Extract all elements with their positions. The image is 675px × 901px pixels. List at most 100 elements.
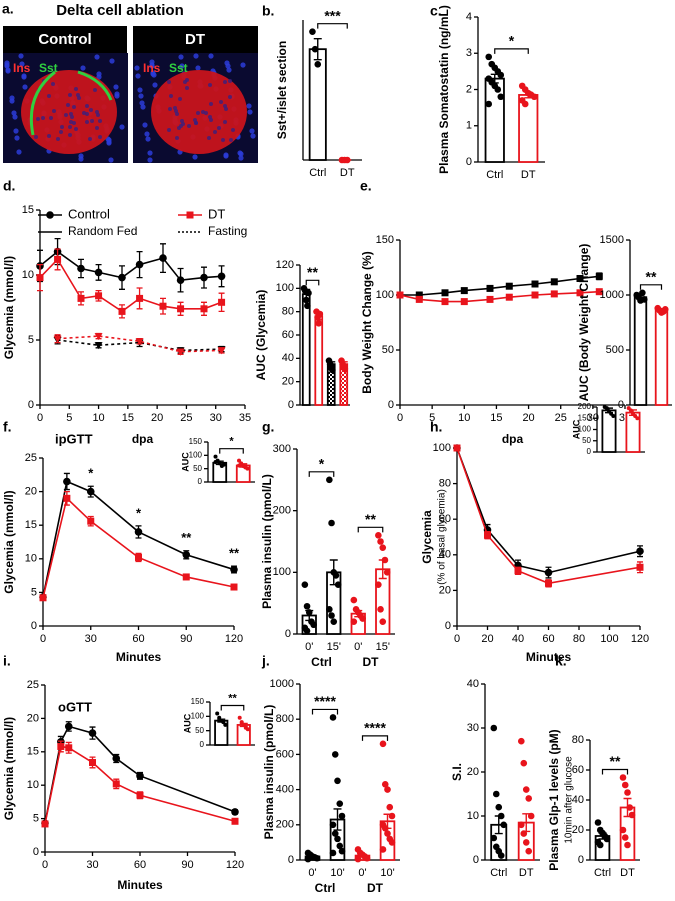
y-tick-label: 200 bbox=[276, 819, 294, 831]
panel-label: g. bbox=[262, 419, 274, 435]
bar bbox=[633, 296, 648, 406]
error-bar bbox=[629, 409, 637, 417]
data-point bbox=[379, 544, 387, 551]
y-tick-label: 100 bbox=[189, 450, 203, 459]
x-tick-label: 0 bbox=[42, 859, 48, 871]
islet-nucleus bbox=[41, 116, 45, 120]
data-point bbox=[379, 618, 387, 625]
marker bbox=[230, 565, 238, 574]
nucleus bbox=[94, 54, 100, 60]
marker bbox=[182, 573, 190, 581]
error-bar bbox=[358, 854, 367, 858]
x-tick-label: 0' bbox=[354, 641, 362, 653]
data-point bbox=[354, 855, 362, 863]
y-axis-label: AUC (Body Weight Change) bbox=[577, 244, 591, 402]
data-point bbox=[329, 821, 337, 829]
significance: *** bbox=[324, 7, 341, 23]
islet-nucleus bbox=[167, 128, 171, 132]
data-point bbox=[326, 476, 333, 484]
nucleus bbox=[208, 53, 214, 59]
marker bbox=[88, 729, 97, 737]
y-tick-label: 30 bbox=[467, 722, 479, 734]
marker bbox=[486, 284, 494, 292]
y-axis-label: AUC bbox=[180, 452, 190, 472]
y-axis-label: Plasma Somatostatin (ng/mL) bbox=[437, 5, 451, 174]
marker bbox=[595, 288, 603, 296]
significance-bracket bbox=[219, 448, 244, 454]
panel-label: k. bbox=[555, 653, 567, 669]
marker bbox=[94, 268, 103, 277]
marker bbox=[176, 348, 185, 356]
islet-nucleus bbox=[168, 107, 172, 111]
x-tick-label: 90 bbox=[180, 633, 192, 645]
series-line bbox=[44, 745, 236, 825]
y-axis-label: Glycemia bbox=[420, 510, 434, 564]
x-tick-label: 60 bbox=[542, 633, 554, 645]
y-tick-label: 500 bbox=[606, 344, 624, 356]
x-tick-label: 30 bbox=[86, 859, 98, 871]
marker bbox=[136, 294, 144, 302]
data-point bbox=[594, 819, 602, 826]
y-tick-label: 2 bbox=[466, 83, 472, 95]
y-axis-label: Body Weight Change (%) bbox=[360, 251, 374, 393]
islet-nucleus bbox=[207, 136, 211, 140]
significance-bracket bbox=[317, 23, 348, 29]
islet-nucleus bbox=[98, 135, 102, 139]
y-tick-label: 80 bbox=[282, 306, 294, 318]
islet-nucleus bbox=[185, 86, 189, 90]
y-tick-label: 0 bbox=[28, 399, 34, 411]
data-point bbox=[518, 737, 525, 745]
nucleus bbox=[119, 124, 125, 130]
x-tick-label: 90 bbox=[181, 859, 193, 871]
islet-nucleus bbox=[224, 107, 228, 111]
nucleus bbox=[247, 109, 253, 115]
nucleus bbox=[140, 104, 146, 110]
error-bar bbox=[327, 361, 336, 368]
data-point bbox=[328, 612, 335, 619]
marker bbox=[484, 531, 491, 539]
islet-nucleus bbox=[228, 95, 232, 99]
significance: **** bbox=[314, 693, 336, 709]
x-tick-label: DT bbox=[521, 169, 536, 181]
nucleus bbox=[137, 87, 143, 93]
y-tick-label: 0 bbox=[285, 628, 291, 640]
data-point bbox=[245, 727, 250, 732]
islet-nucleus bbox=[98, 119, 102, 123]
x-axis-label: Minutes bbox=[116, 650, 162, 664]
significance: ** bbox=[181, 530, 192, 545]
y-tick-label: 15 bbox=[27, 746, 39, 758]
significance: * bbox=[229, 436, 234, 448]
y-tick-label: 15 bbox=[22, 204, 34, 216]
marker bbox=[159, 254, 167, 262]
bar bbox=[654, 309, 669, 406]
series-line bbox=[39, 258, 222, 313]
data-point bbox=[326, 606, 333, 613]
panel-label: a. bbox=[2, 1, 14, 17]
x-tick-label: 100 bbox=[600, 633, 618, 645]
error-bar bbox=[333, 808, 342, 831]
data-point bbox=[603, 835, 611, 843]
nucleus bbox=[114, 91, 120, 97]
nucleus bbox=[246, 103, 252, 109]
marker bbox=[531, 280, 539, 288]
stain-label: Ins bbox=[143, 61, 161, 75]
panel-title: Delta cell ablation bbox=[56, 2, 184, 19]
error-bar bbox=[239, 463, 248, 468]
error-bar bbox=[217, 718, 226, 723]
significance: * bbox=[319, 456, 325, 472]
nucleus bbox=[250, 133, 256, 139]
marker bbox=[186, 211, 194, 219]
islet-nucleus bbox=[52, 109, 56, 113]
nucleus bbox=[225, 63, 231, 69]
nucleus bbox=[240, 62, 246, 68]
significance-bracket bbox=[308, 471, 335, 477]
data-point bbox=[619, 826, 627, 834]
error-bar bbox=[314, 312, 323, 321]
data-point bbox=[334, 777, 341, 785]
marker bbox=[118, 273, 126, 282]
y-axis-label: (% of basal glycemia) bbox=[437, 489, 448, 585]
marker bbox=[94, 333, 103, 341]
data-point bbox=[301, 581, 309, 588]
nucleus bbox=[178, 54, 184, 60]
islet-nucleus bbox=[169, 94, 173, 98]
